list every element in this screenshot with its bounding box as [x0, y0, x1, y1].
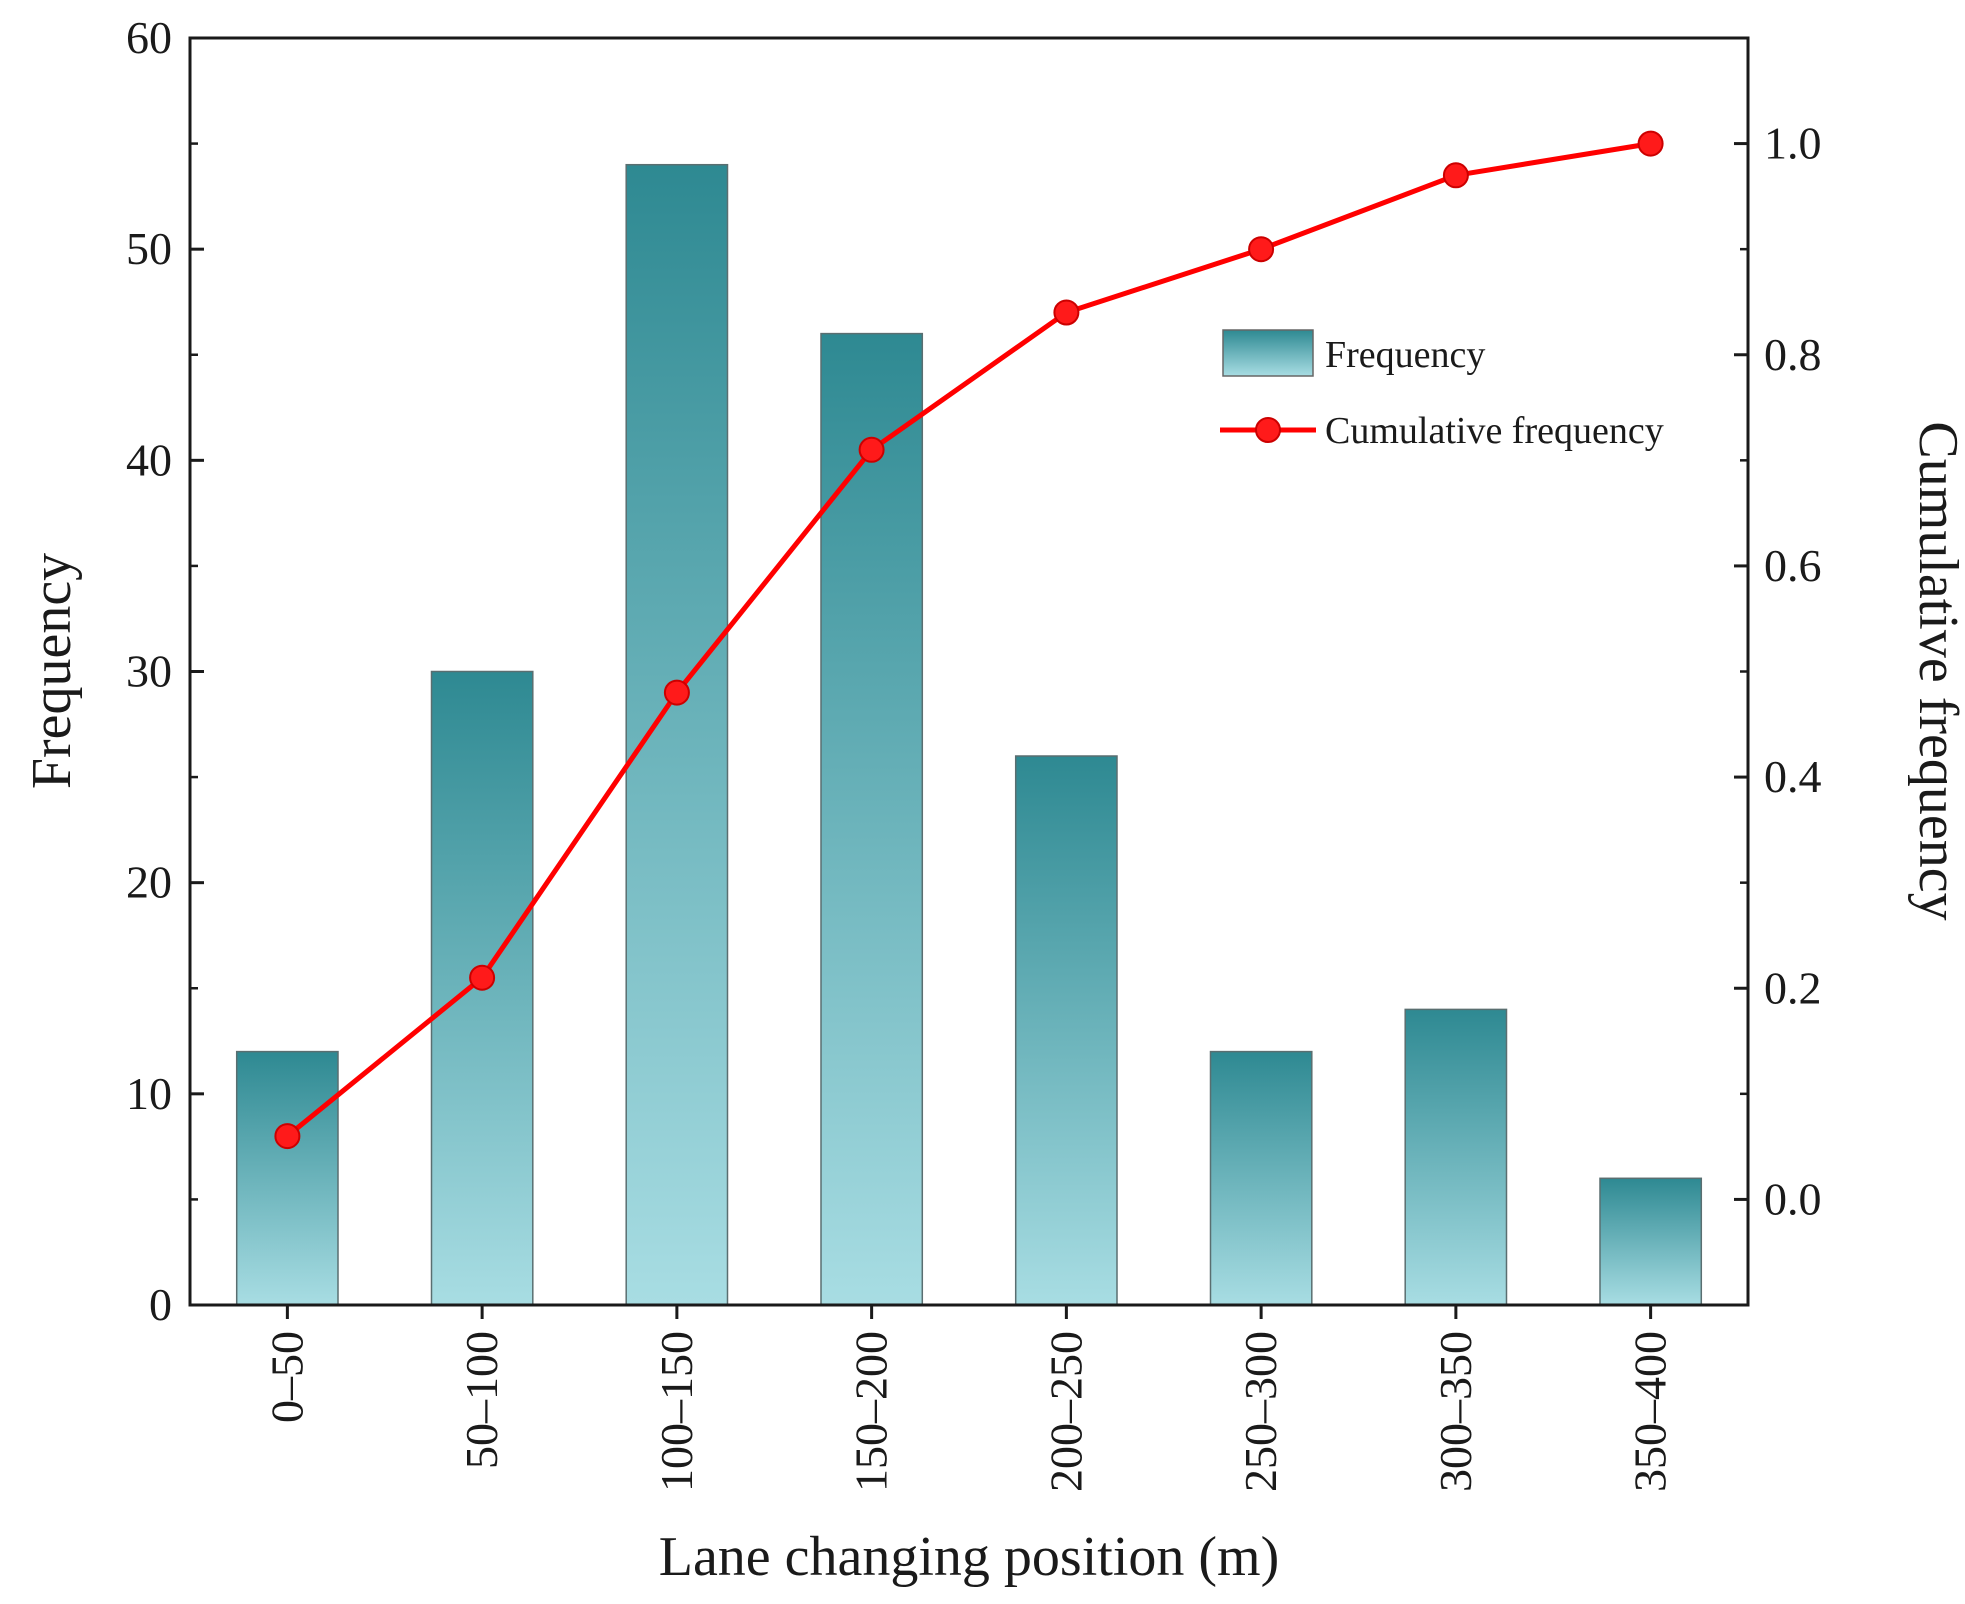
legend-swatch-frequency	[1222, 329, 1314, 377]
x-tick-label: 150–200	[846, 1331, 897, 1492]
bar-150–200	[820, 332, 924, 1306]
right-tick-label: 0.2	[1764, 962, 1822, 1013]
bars-layer	[235, 163, 1703, 1306]
cumulative-point-300–350	[1442, 162, 1469, 189]
cumulative-point-0–50	[274, 1123, 301, 1150]
x-axis-title: Lane changing position (m)	[659, 1526, 1280, 1588]
left-tick-label: 0	[149, 1279, 172, 1330]
x-tick-label: 350–400	[1625, 1331, 1676, 1492]
right-y-axis: 0.0 0.2 0.4 0.6 0.8 1.0	[1734, 36, 1822, 1307]
left-tick-label: 20	[126, 857, 172, 908]
x-tick-label: 250–300	[1235, 1331, 1286, 1492]
bar-350–400	[1599, 1177, 1703, 1306]
left-y-axis: 0 10 20 30 40 50 60	[126, 12, 204, 1330]
cumulative-point-200–250	[1053, 299, 1080, 326]
right-tick-label: 0.8	[1764, 329, 1822, 380]
left-tick-label: 10	[126, 1068, 172, 1119]
bar-0–50	[235, 1050, 339, 1306]
bar-300–350	[1404, 1008, 1508, 1306]
cumulative-line-layer	[274, 130, 1664, 1150]
left-tick-label: 60	[126, 12, 172, 63]
y2-axis-title: Cumulative frequency	[1907, 421, 1965, 920]
x-tick-label: 300–350	[1430, 1331, 1481, 1492]
legend-label-cumulative: Cumulative frequency	[1325, 410, 1664, 452]
left-tick-label: 40	[126, 434, 172, 485]
x-tick-label: 200–250	[1040, 1331, 1091, 1492]
right-tick-label: 0.6	[1764, 540, 1822, 591]
bar-250–300	[1209, 1050, 1313, 1306]
y-axis-title: Frequency	[21, 553, 83, 789]
left-tick-label: 50	[126, 223, 172, 274]
legend: Frequency Cumulative frequency	[1220, 329, 1664, 452]
bar-100–150	[625, 163, 729, 1306]
x-tick-label: 100–150	[651, 1331, 702, 1492]
cumulative-point-150–200	[858, 436, 885, 463]
cumulative-point-100–150	[663, 679, 690, 706]
x-tick-label: 50–100	[456, 1331, 507, 1469]
cumulative-point-250–300	[1248, 236, 1275, 263]
cumulative-point-50–100	[469, 964, 496, 991]
cumulative-frequency-line	[285, 141, 1652, 1139]
left-tick-label: 30	[126, 646, 172, 697]
bar-200–250	[1014, 755, 1118, 1306]
x-tick-label: 0–50	[261, 1331, 312, 1423]
cumulative-point-350–400	[1637, 130, 1664, 157]
right-tick-label: 0.0	[1764, 1173, 1822, 1224]
x-axis: 0–50 50–100 100–150 150–200 200–250 250–300 30…	[261, 1305, 1676, 1492]
legend-label-frequency: Frequency	[1325, 334, 1485, 376]
legend-marker-cumulative	[1255, 417, 1281, 443]
right-tick-label: 0.4	[1764, 751, 1822, 802]
right-tick-label: 1.0	[1764, 118, 1822, 169]
plot-frame	[188, 36, 1750, 1307]
